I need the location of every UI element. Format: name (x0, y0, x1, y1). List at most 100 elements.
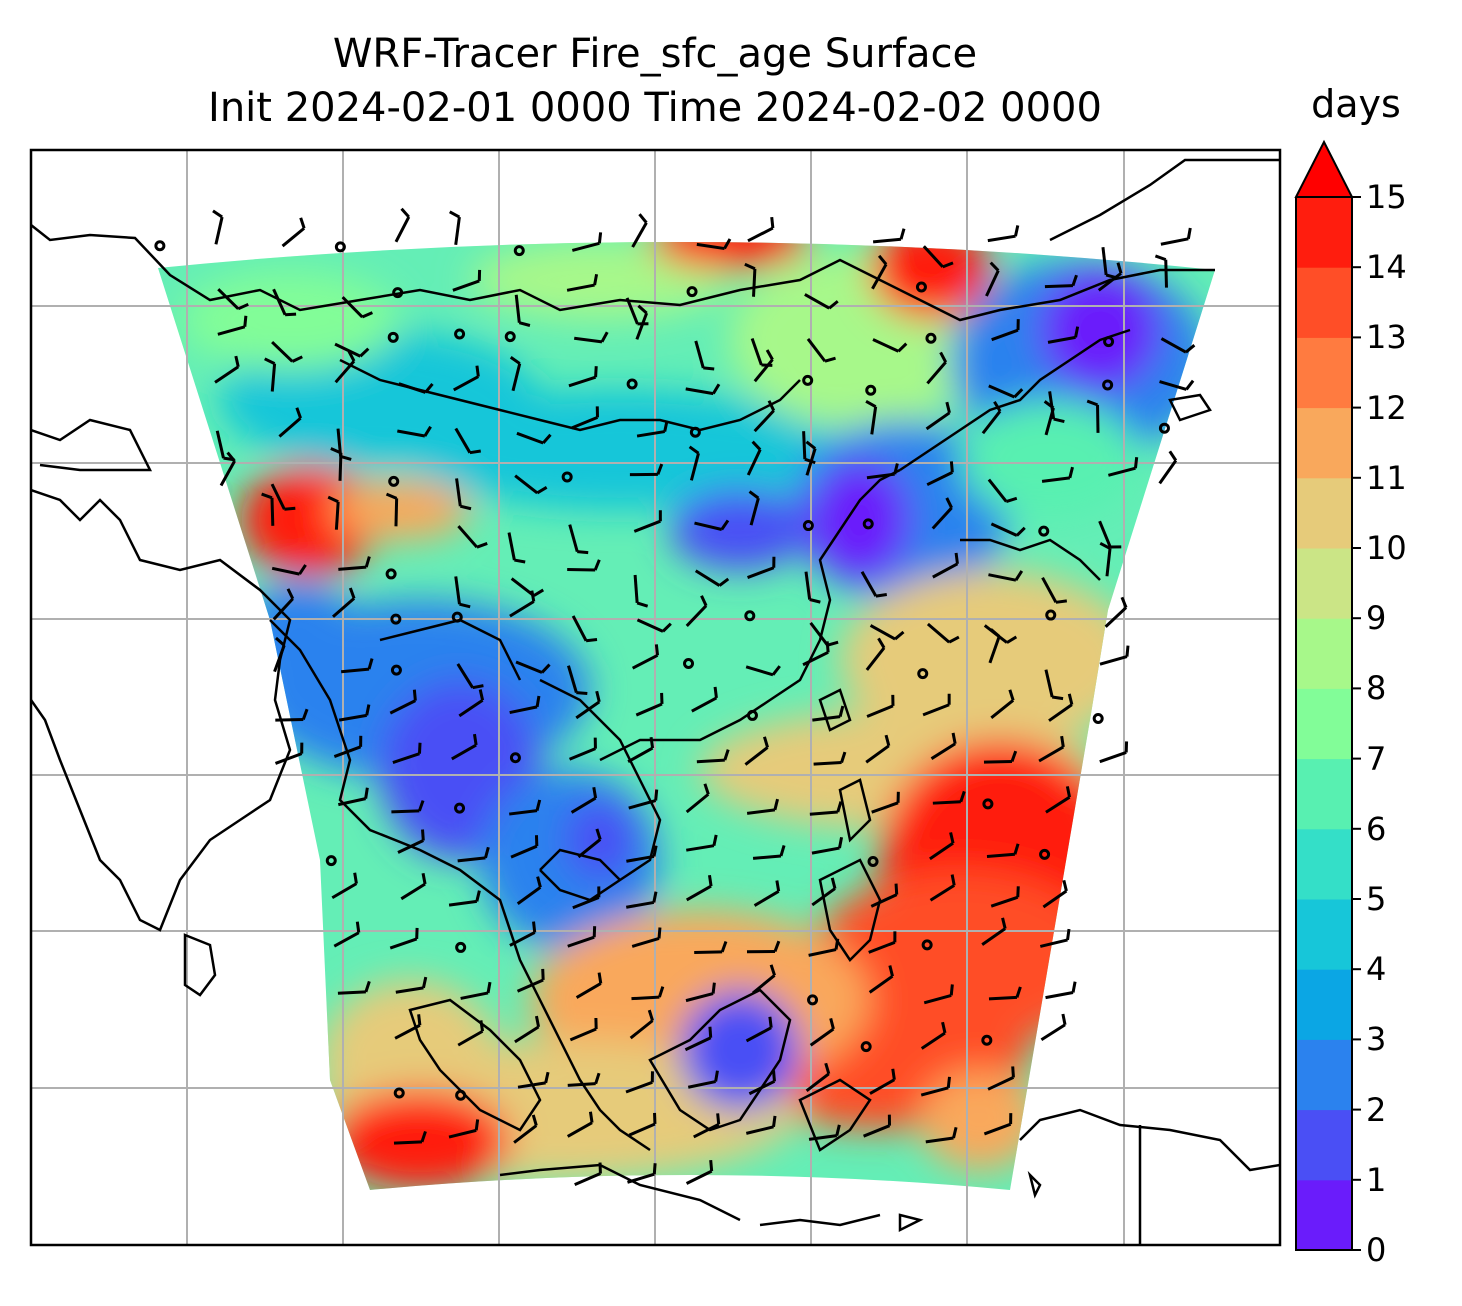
wind-barb-flag (1053, 417, 1065, 424)
wind-barb-flag (708, 1026, 713, 1038)
wind-barb-flag (347, 350, 356, 362)
wind-barb-flag (825, 641, 830, 653)
wind-barb-flag (593, 273, 599, 286)
wind-barb (926, 470, 953, 487)
wind-barb (804, 293, 830, 310)
colorbar-tick-label: 7 (1366, 739, 1387, 778)
wind-barb (1040, 1023, 1066, 1042)
colorbar-tick-label: 3 (1366, 1020, 1387, 1059)
wind-barb-flag (647, 1009, 654, 1022)
wind-barb (748, 1079, 776, 1096)
wind-barb (568, 747, 597, 761)
wind-barb-flag (989, 261, 1000, 272)
wind-barb (983, 1122, 1012, 1136)
wind-barb (749, 497, 760, 526)
wind-barb-flag (597, 232, 603, 244)
wind-barb-flag (838, 705, 845, 718)
wind-barb-flag (637, 304, 648, 315)
wind-barb (398, 382, 426, 394)
wind-barb (689, 452, 700, 481)
wind-barb (514, 1025, 540, 1044)
wind-barb (454, 427, 472, 454)
wind-barb (1044, 284, 1073, 289)
wind-barb (1097, 272, 1122, 292)
wind-barb (516, 431, 544, 445)
colorbar-segment (1296, 828, 1352, 900)
wind-barb (869, 1078, 896, 1095)
wind-barb (566, 1121, 593, 1138)
wind-barb (451, 743, 477, 761)
wind-barb (920, 1031, 946, 1050)
wind-barb (217, 288, 240, 310)
wind-barb-flag (479, 1020, 485, 1032)
wind-barb (448, 899, 478, 907)
wind-barb-flag (888, 965, 894, 977)
wind-barb-flag (654, 789, 659, 801)
wind-barb-flag (939, 351, 948, 363)
wind-barb (925, 411, 951, 431)
colorbar-tick-label: 8 (1366, 669, 1387, 708)
wind-barb (338, 452, 343, 481)
wind-barb (625, 1080, 653, 1094)
wind-barb (452, 279, 480, 292)
wind-barb (868, 940, 896, 954)
wind-barb-flag (772, 1115, 777, 1128)
calm-wind-marker (454, 802, 466, 814)
colorbar-tick-label: 13 (1366, 318, 1407, 357)
wind-barb (865, 646, 886, 671)
wind-barb-flag (367, 658, 374, 670)
wind-barb-flag (301, 708, 309, 721)
wind-barb-flag (365, 704, 371, 716)
wind-barb (871, 263, 888, 290)
wind-barb (685, 884, 712, 902)
wind-barb-flag (540, 663, 551, 674)
wind-barb (694, 340, 705, 369)
wind-barb (811, 846, 840, 855)
wind-barb (1099, 655, 1128, 666)
wind-barb-flag (285, 312, 297, 317)
colorbar-tick-label: 14 (1366, 248, 1407, 287)
wind-barb-flag (703, 366, 715, 371)
wind-barb (920, 1086, 949, 1097)
map-frame (29, 148, 1282, 1247)
wind-barb-flag (417, 1014, 422, 1026)
wind-barb-flag (274, 636, 286, 647)
wind-barb (571, 241, 600, 252)
calm-wind-marker (1103, 336, 1115, 348)
wind-barb-flag (1011, 1066, 1015, 1078)
wind-barb (809, 1027, 835, 1047)
wind-barb-flag (1043, 400, 1055, 410)
wind-barb (273, 644, 286, 673)
wind-barb (925, 1136, 954, 1144)
colorbar-tick-label: 0 (1366, 1231, 1387, 1269)
wind-barb (1098, 520, 1112, 548)
wind-barb-flag (652, 891, 658, 903)
wind-barb-flag (636, 601, 649, 608)
wind-barb-flag (716, 1113, 721, 1125)
wind-barb (985, 269, 1000, 297)
wind-barb-flag (577, 550, 589, 555)
calm-wind-marker (626, 378, 638, 390)
wind-barb-flag (476, 542, 488, 549)
colorbar (1294, 139, 1361, 1251)
calm-wind-marker (325, 855, 337, 867)
wind-barb (802, 431, 807, 460)
wind-barb (922, 703, 950, 717)
wind-barb-flag (459, 602, 471, 609)
wind-barb-flag (299, 217, 306, 229)
calm-wind-marker (513, 245, 525, 257)
wind-barb (566, 665, 578, 694)
wind-barb-flag (769, 964, 776, 976)
wind-barb-flag (723, 749, 730, 761)
colorbar-tick-label: 12 (1366, 388, 1407, 427)
wind-barb-flag (720, 519, 730, 531)
wind-barb-flag (711, 982, 716, 994)
wind-barb-flag (658, 986, 665, 998)
calm-wind-marker (455, 1089, 467, 1101)
wind-barb-flag (243, 315, 248, 327)
wind-barb (514, 474, 539, 495)
wind-barb-flag (1006, 635, 1018, 644)
wind-barb-flag (424, 382, 434, 394)
wind-barb (270, 363, 277, 392)
wind-barb (393, 1140, 423, 1145)
